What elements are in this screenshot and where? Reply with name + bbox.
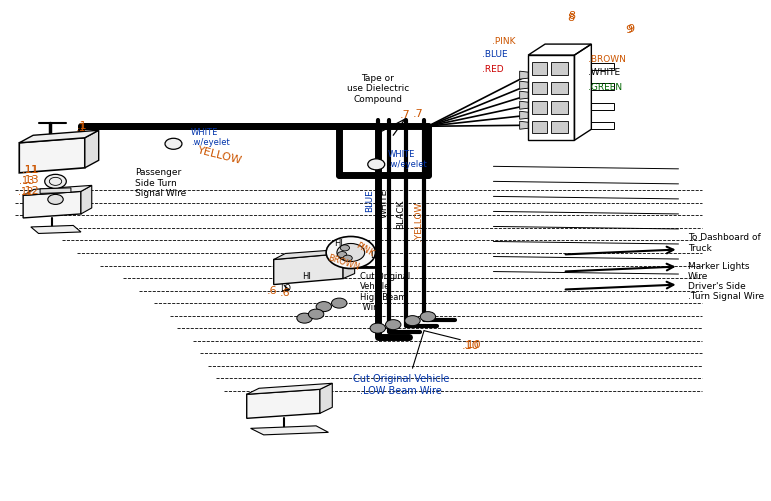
Text: .BROWN: .BROWN	[588, 55, 625, 64]
Circle shape	[316, 302, 332, 312]
Polygon shape	[532, 121, 547, 133]
Polygon shape	[23, 185, 92, 195]
Text: .7: .7	[399, 110, 410, 120]
Polygon shape	[520, 121, 528, 129]
Circle shape	[48, 194, 63, 204]
Text: WHITE
.w/eyelet: WHITE .w/eyelet	[191, 128, 230, 147]
Polygon shape	[551, 62, 568, 75]
Text: .WHITE: .WHITE	[588, 68, 620, 77]
Text: BROWN: BROWN	[326, 254, 360, 273]
Circle shape	[297, 313, 312, 323]
Text: BLUE: BLUE	[365, 189, 375, 212]
Text: 9: 9	[625, 25, 632, 35]
Polygon shape	[251, 426, 328, 435]
Text: WHITE
.w/eyelet: WHITE .w/eyelet	[388, 150, 426, 169]
Text: Driver's Side
.Turn Signal Wire: Driver's Side .Turn Signal Wire	[688, 282, 764, 301]
Text: 8: 8	[567, 13, 574, 23]
Circle shape	[370, 323, 386, 333]
Polygon shape	[31, 225, 81, 233]
Text: .10: .10	[462, 341, 479, 351]
Text: Cut Original
Vehicle
High Beam
 Wire: Cut Original Vehicle High Beam Wire	[360, 272, 410, 312]
Text: 9: 9	[627, 24, 635, 34]
Circle shape	[338, 252, 347, 258]
Text: .13: .13	[19, 176, 35, 186]
Polygon shape	[551, 121, 568, 133]
Polygon shape	[520, 111, 528, 119]
Text: .10: .10	[464, 340, 481, 350]
Polygon shape	[85, 130, 99, 168]
Circle shape	[405, 316, 420, 326]
Text: HI: HI	[334, 239, 343, 248]
Circle shape	[332, 298, 347, 308]
Polygon shape	[520, 71, 528, 79]
Polygon shape	[520, 81, 528, 89]
Polygon shape	[274, 254, 343, 285]
Polygon shape	[320, 383, 332, 413]
Text: .GREEN: .GREEN	[588, 83, 621, 92]
Polygon shape	[532, 62, 547, 75]
Text: .7: .7	[412, 109, 423, 119]
Text: .1: .1	[76, 123, 86, 133]
Circle shape	[340, 245, 349, 251]
Text: .BLUE: .BLUE	[482, 50, 507, 59]
Polygon shape	[532, 101, 547, 114]
Polygon shape	[343, 248, 355, 279]
Text: HI: HI	[302, 272, 311, 281]
Circle shape	[337, 243, 365, 262]
Circle shape	[368, 159, 385, 170]
Text: .11: .11	[22, 165, 37, 175]
Polygon shape	[19, 138, 85, 173]
Polygon shape	[19, 130, 99, 143]
Polygon shape	[551, 82, 568, 94]
Text: PINK: PINK	[354, 240, 375, 259]
Polygon shape	[40, 188, 71, 193]
Text: Tape or
use Dielectric
Compound: Tape or use Dielectric Compound	[347, 74, 409, 104]
Circle shape	[45, 174, 66, 188]
Text: 8: 8	[568, 11, 576, 21]
Polygon shape	[274, 248, 355, 260]
Polygon shape	[520, 101, 528, 109]
Polygon shape	[520, 91, 528, 99]
Circle shape	[386, 320, 401, 330]
Text: .6: .6	[280, 288, 291, 298]
Polygon shape	[247, 389, 320, 418]
Text: YELLOW: YELLOW	[197, 145, 243, 166]
Circle shape	[343, 255, 352, 261]
Text: To Dashboard of
Truck: To Dashboard of Truck	[688, 233, 760, 253]
Circle shape	[165, 138, 182, 149]
Text: LO: LO	[280, 284, 291, 293]
Polygon shape	[81, 185, 92, 214]
Text: .11: .11	[22, 165, 39, 175]
Polygon shape	[551, 101, 568, 114]
Text: .13: .13	[22, 175, 39, 185]
Text: .6: .6	[267, 286, 278, 296]
Polygon shape	[532, 82, 547, 94]
Circle shape	[326, 236, 375, 269]
Text: BLACK: BLACK	[396, 200, 406, 229]
Text: .PINK: .PINK	[492, 37, 515, 46]
Polygon shape	[247, 383, 332, 394]
Polygon shape	[23, 191, 81, 218]
Text: Marker Lights
Wire: Marker Lights Wire	[688, 262, 749, 281]
Text: .12: .12	[18, 187, 33, 197]
Text: .1: .1	[77, 121, 88, 131]
Text: Cut Original Vehicle
.LOW Beam Wire: Cut Original Vehicle .LOW Beam Wire	[353, 374, 449, 396]
Text: .RED: .RED	[482, 65, 503, 74]
Circle shape	[420, 312, 436, 322]
Text: .YELLOW: .YELLOW	[414, 202, 423, 241]
Text: .12: .12	[22, 186, 40, 196]
Text: LO: LO	[370, 251, 381, 260]
Text: Passenger
Side Turn
Signal Wire: Passenger Side Turn Signal Wire	[135, 168, 186, 198]
Circle shape	[308, 309, 324, 319]
Text: WHITE: WHITE	[379, 188, 389, 217]
